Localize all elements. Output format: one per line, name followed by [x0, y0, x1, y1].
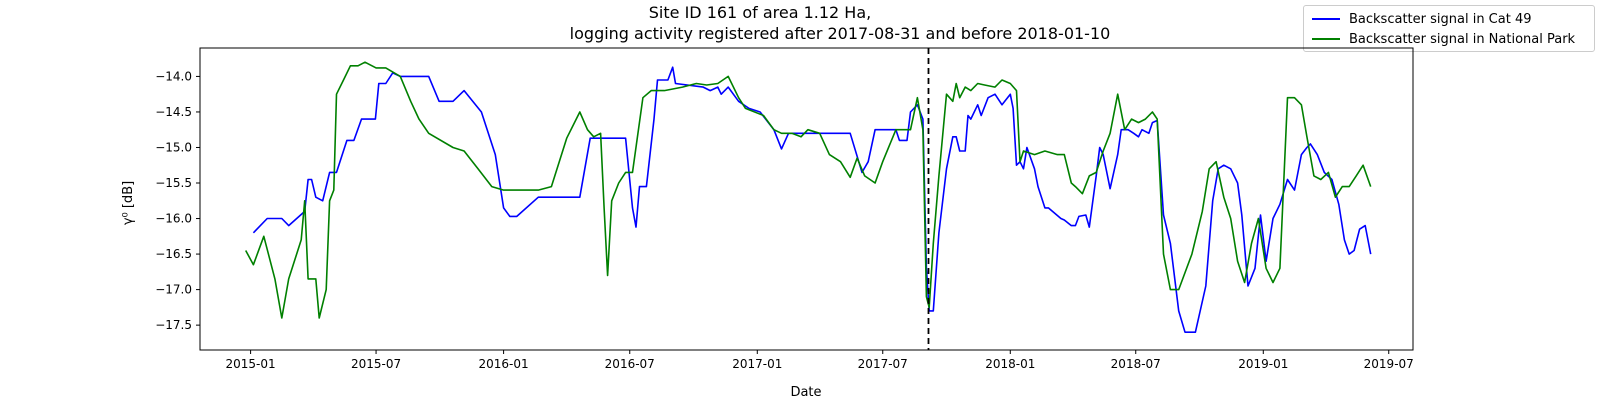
x-tick-label-9: 2019-07 [1364, 357, 1414, 371]
x-tick-label-2: 2016-01 [479, 357, 529, 371]
x-tick-label-1: 2015-07 [351, 357, 401, 371]
axes: 2015-01 2015-07 2016-01 2016-07 2017-01 2017-… [155, 47, 1414, 371]
legend-label-national-park: Backscatter signal in National Park [1349, 31, 1576, 47]
series-line-1 [244, 61, 1372, 319]
x-tick-label-0: 2015-01 [226, 357, 276, 371]
x-tick-label-5: 2017-07 [858, 357, 908, 371]
legend-swatch-national-park [1312, 38, 1340, 40]
x-tick-label-6: 2018-01 [985, 357, 1035, 371]
plot-frame [199, 47, 1414, 351]
y-tick-label-5: −16.5 [155, 247, 192, 261]
y-axis-label: γ⁰ [dB] [121, 181, 136, 225]
x-axis-label: Date [790, 385, 821, 400]
x-tick-label-4: 2017-01 [732, 357, 782, 371]
chart-legend: Backscatter signal in Cat 49 Backscatter… [1303, 5, 1595, 52]
x-tick-label-3: 2016-07 [605, 357, 655, 371]
plot-area [244, 48, 1372, 350]
x-tick-label-7: 2018-07 [1111, 357, 1161, 371]
legend-label-cat49: Backscatter signal in Cat 49 [1349, 11, 1532, 27]
legend-entry-cat49: Backscatter signal in Cat 49 [1312, 10, 1532, 28]
y-tick-label-7: −17.5 [155, 318, 192, 332]
chart-title-line-1: Site ID 161 of area 1.12 Ha, [648, 3, 872, 22]
legend-entry-national-park: Backscatter signal in National Park [1312, 30, 1575, 48]
y-tick-label-2: −15.0 [155, 140, 192, 154]
y-tick-label-0: −14.0 [155, 69, 192, 83]
y-tick-label-4: −16.0 [155, 212, 192, 226]
chart-title-line-2: logging activity registered after 2017-0… [569, 24, 1111, 43]
y-tick-label-1: −14.5 [155, 105, 192, 119]
series-line-0 [252, 66, 1372, 334]
y-tick-label-3: −15.5 [155, 176, 192, 190]
y-tick-label-6: −17.0 [155, 283, 192, 297]
x-tick-label-8: 2019-01 [1238, 357, 1288, 371]
legend-swatch-cat49 [1312, 18, 1340, 20]
